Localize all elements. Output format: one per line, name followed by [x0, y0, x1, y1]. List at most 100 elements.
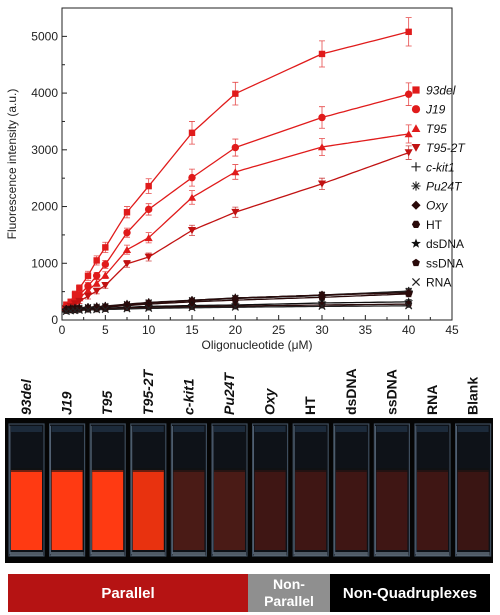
cuvette-liquid-t95 [92, 470, 124, 550]
cuvette-base-ssdna [375, 552, 409, 556]
legend-label-93del: 93del [426, 84, 456, 98]
cuvette-liquid-oxy [254, 470, 286, 550]
point-t95-2t-4 [83, 292, 93, 300]
cuvette-base-93del [10, 552, 43, 556]
cuvette-label-oxy: Oxy [262, 387, 278, 415]
point-93del-8 [145, 182, 152, 190]
point-rna-10 [231, 303, 239, 311]
x-tick-label-4: 20 [229, 323, 243, 337]
cuvette-t95-2t [130, 423, 167, 557]
point-93del-7 [123, 209, 131, 216]
cuvette-93del [8, 423, 45, 557]
cuvette-cap-blank [457, 426, 489, 432]
cuvette-label-ssdna: ssDNA [383, 369, 399, 415]
photo-background [5, 418, 493, 563]
point-j19-4 [84, 282, 92, 290]
cuvette-cap-pu24t [214, 426, 245, 432]
legend-label-t95: T95 [426, 122, 447, 136]
cuvette-base-oxy [253, 552, 287, 556]
cuvette-liquid-93del [11, 470, 42, 550]
cuvette-liquid-c-kit1 [173, 470, 205, 550]
cuvette-ssdna [373, 423, 410, 557]
legend-label-ssdna: ssDNA [426, 256, 463, 270]
cuvette-base-pu24t [213, 552, 246, 556]
x-tick-label-2: 10 [142, 323, 156, 337]
cuvette-cap-ssdna [376, 426, 408, 432]
cuvette-meniscus-j19 [51, 468, 83, 472]
plot-frame [61, 7, 453, 321]
legend-marker-c-kit1 [411, 162, 421, 172]
cuvette-meniscus-dsdna [335, 468, 367, 472]
point-rna-7 [123, 305, 131, 313]
point-j19-11 [318, 113, 326, 122]
point-ssdna-12 [405, 300, 413, 308]
point-j19-6 [101, 260, 110, 269]
category-parallel-label: Parallel [101, 584, 155, 602]
cuvette-j19 [48, 423, 86, 557]
point-t95-4 [83, 286, 93, 294]
cuvette-base-j19 [50, 552, 84, 556]
legend-marker-ht [411, 220, 421, 228]
x-tick-label-0: 0 [59, 323, 66, 337]
point-93del-2 [71, 291, 79, 298]
cuvette-cap-t95-2t [132, 426, 164, 432]
cuvette-c-kit1 [170, 423, 207, 557]
category-non-quadruplexes: Non-Quadruplexes [330, 574, 490, 612]
cuvette-base-t95-2t [131, 552, 165, 556]
cuvette-meniscus-ssdna [376, 468, 408, 472]
point-rna-6 [101, 305, 109, 314]
legend-marker-ssdna [412, 258, 420, 267]
point-t95-9 [187, 193, 197, 201]
cuvette-blank [455, 423, 492, 557]
cuvette-cap-c-kit1 [173, 426, 205, 432]
chart-legend: 93del J19 T95 T95-2T c-kit1 Pu24T Oxy HT dsDNA ss… [411, 84, 466, 290]
category-non-quadruplexes-label: Non-Quadruplexes [342, 584, 478, 602]
point-t95-5 [92, 279, 101, 287]
point-j19-12 [404, 90, 413, 98]
cuvette-label-ht: HT [302, 396, 318, 415]
point-ssdna-9 [188, 303, 196, 310]
point-t95-2t-3 [75, 297, 84, 305]
point-t95-2t-9 [187, 227, 197, 235]
x-tick-label-8: 40 [402, 323, 416, 337]
point-j19-7 [123, 228, 131, 237]
cuvette-cap-j19 [51, 426, 83, 432]
y-tick-label-2: 2000 [31, 200, 58, 214]
point-t95-7 [122, 246, 132, 253]
point-ht-12 [405, 290, 413, 298]
cuvette-label-blank: Blank [465, 377, 481, 415]
cuvette-label-rna: RNA [424, 385, 440, 415]
cuvette-meniscus-t95 [92, 468, 124, 472]
legend-label-oxy: Oxy [426, 199, 448, 213]
error-bars [63, 17, 412, 314]
legend-marker-pu24t [411, 181, 421, 191]
point-t95-2t-5 [92, 287, 101, 295]
legend-label-rna: RNA [426, 276, 451, 290]
point-j19-10 [231, 143, 240, 152]
point-rna-3 [75, 306, 83, 314]
cuvette-liquid-dsdna [335, 470, 367, 550]
cuvette-rna [414, 423, 451, 557]
cuvette-base-t95 [91, 552, 125, 556]
point-rna-5 [93, 306, 101, 314]
cuvette-t95 [89, 423, 126, 557]
legend-marker-rna [411, 277, 421, 287]
fluorescence-chart: 0 5 10 15 20 25 30 35 40 45010002000300040005000 … [5, 7, 466, 352]
cuvette-pu24t [211, 423, 248, 557]
cuvette-liquid-ht [295, 470, 327, 550]
legend-label-t95-2t: T95-2T [426, 141, 466, 155]
cuvette-cap-oxy [254, 426, 286, 432]
cuvette-meniscus-rna [417, 468, 448, 472]
point-t95-2t-10 [231, 208, 240, 216]
cuvette-meniscus-t95-2t [132, 468, 164, 472]
point-rna-11 [318, 302, 326, 311]
legend-label-pu24t: Pu24T [426, 180, 463, 194]
point-t95-6 [101, 271, 110, 279]
category-bar: Parallel Non- Parallel Non-Quadruplexes [8, 574, 490, 612]
cuvette-liquid-rna [417, 470, 448, 550]
point-rna-9 [188, 304, 196, 312]
cuvette-dsdna [333, 423, 370, 557]
point-ssdna-8 [145, 303, 153, 311]
x-tick-label-9: 45 [445, 323, 459, 337]
y-tick-label-4: 4000 [31, 86, 58, 100]
